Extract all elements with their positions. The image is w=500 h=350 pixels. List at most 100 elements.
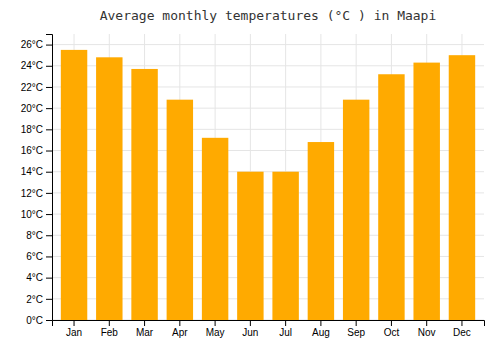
- tick: 24°C: [21, 60, 52, 71]
- tick-label: 18°C: [21, 124, 43, 135]
- tick: May: [206, 320, 225, 338]
- tick-label: 4°C: [26, 272, 43, 283]
- grid-line: [52, 44, 484, 45]
- tick-mark: [461, 320, 462, 326]
- tick-mark: [109, 320, 110, 326]
- bar: [96, 57, 122, 320]
- tick: 22°C: [21, 82, 52, 93]
- tick: Jul: [279, 320, 292, 338]
- tick-label: Apr: [172, 327, 188, 338]
- tick: Dec: [453, 320, 471, 338]
- tick-label: 12°C: [21, 188, 43, 199]
- tick: Feb: [101, 320, 119, 338]
- tick-mark: [46, 214, 52, 215]
- bar: [61, 50, 87, 320]
- grid: [52, 34, 484, 320]
- tick-label: 0°C: [26, 315, 43, 326]
- bar: [343, 100, 369, 320]
- tick-mark: [250, 320, 251, 326]
- tick: 8°C: [26, 230, 52, 241]
- tick-label: 10°C: [21, 209, 43, 220]
- tick-mark: [46, 299, 52, 300]
- tick: Mar: [136, 320, 154, 338]
- tick-mark: [320, 320, 321, 326]
- y-axis: 0°C 2°C 4°C 6°C 8°C 10°C 12°C 14°C 16°C 18°C 20°C 2…: [21, 35, 53, 326]
- x-axis: Jan Feb Mar Apr May Jun Jul Aug Sep Oct Nov Dec: [53, 320, 485, 338]
- tick: 18°C: [21, 124, 52, 135]
- bar: [413, 63, 439, 320]
- tick-mark: [46, 151, 52, 152]
- tick-mark: [46, 235, 52, 236]
- tick: 14°C: [21, 166, 52, 177]
- tick-mark: [46, 129, 52, 130]
- title: Average monthly temperatures (°C ) in Ma…: [100, 8, 437, 23]
- tick-label: Oct: [384, 327, 400, 338]
- bar: [167, 100, 193, 320]
- tick: 16°C: [21, 145, 52, 156]
- tick-label: Jul: [279, 327, 292, 338]
- tick: Aug: [312, 320, 330, 338]
- tick-mark: [426, 320, 427, 326]
- tick: 4°C: [26, 272, 52, 283]
- tick-label: Aug: [312, 327, 330, 338]
- tick-mark: [46, 256, 52, 257]
- tick-mark: [46, 172, 52, 173]
- axis-line: [46, 35, 53, 321]
- tick-label: Jan: [66, 327, 82, 338]
- tick-mark: [285, 320, 286, 326]
- bar: [272, 172, 298, 320]
- tick-label: Mar: [136, 327, 154, 338]
- tick-label: Feb: [101, 327, 119, 338]
- bar: [308, 142, 334, 320]
- bar: [202, 138, 228, 320]
- tick-mark: [74, 320, 75, 326]
- tick-mark: [46, 108, 52, 109]
- tick: Apr: [172, 320, 188, 338]
- tick-mark: [215, 320, 216, 326]
- tick-label: 16°C: [21, 145, 43, 156]
- tick-mark: [46, 87, 52, 88]
- tick-label: 2°C: [26, 294, 43, 305]
- tick: Sep: [347, 320, 365, 338]
- tick-label: 20°C: [21, 103, 43, 114]
- axis-line: [53, 321, 485, 327]
- tick: 2°C: [26, 294, 52, 305]
- bar: [237, 172, 263, 320]
- tick: 0°C: [26, 315, 52, 326]
- tick-label: Dec: [453, 327, 471, 338]
- tick-mark: [144, 320, 145, 326]
- tick-mark: [46, 320, 52, 321]
- tick: Oct: [384, 320, 400, 338]
- tick-mark: [46, 45, 52, 46]
- tick-label: 8°C: [26, 230, 43, 241]
- tick: 26°C: [21, 39, 52, 50]
- tick-label: 24°C: [21, 60, 43, 71]
- tick-mark: [46, 66, 52, 67]
- tick-label: 26°C: [21, 39, 43, 50]
- tick-mark: [391, 320, 392, 326]
- bar: [449, 55, 475, 320]
- tick: Jan: [66, 320, 82, 338]
- tick: 10°C: [21, 209, 52, 220]
- tick-mark: [179, 320, 180, 326]
- tick: Nov: [418, 320, 436, 338]
- tick-label: Jun: [242, 327, 258, 338]
- bar: [131, 69, 157, 320]
- bars: [61, 50, 475, 320]
- tick: 20°C: [21, 103, 52, 114]
- tick: 6°C: [26, 251, 52, 262]
- tick-label: Sep: [347, 327, 365, 338]
- tick: Jun: [242, 320, 258, 338]
- tick-label: Nov: [418, 327, 436, 338]
- tick: 12°C: [21, 188, 52, 199]
- chart: 0°C 2°C 4°C 6°C 8°C 10°C 12°C 14°C 16°C 18°C 20°C 2…: [0, 0, 500, 350]
- tick-mark: [356, 320, 357, 326]
- plot: 0°C 2°C 4°C 6°C 8°C 10°C 12°C 14°C 16°C 18°C 20°C 2…: [21, 34, 485, 338]
- tick-mark: [46, 278, 52, 279]
- bar: [378, 74, 404, 320]
- tick-label: 14°C: [21, 166, 43, 177]
- tick-label: 22°C: [21, 82, 43, 93]
- tick-label: May: [206, 327, 225, 338]
- tick-label: 6°C: [26, 251, 43, 262]
- tick-mark: [46, 193, 52, 194]
